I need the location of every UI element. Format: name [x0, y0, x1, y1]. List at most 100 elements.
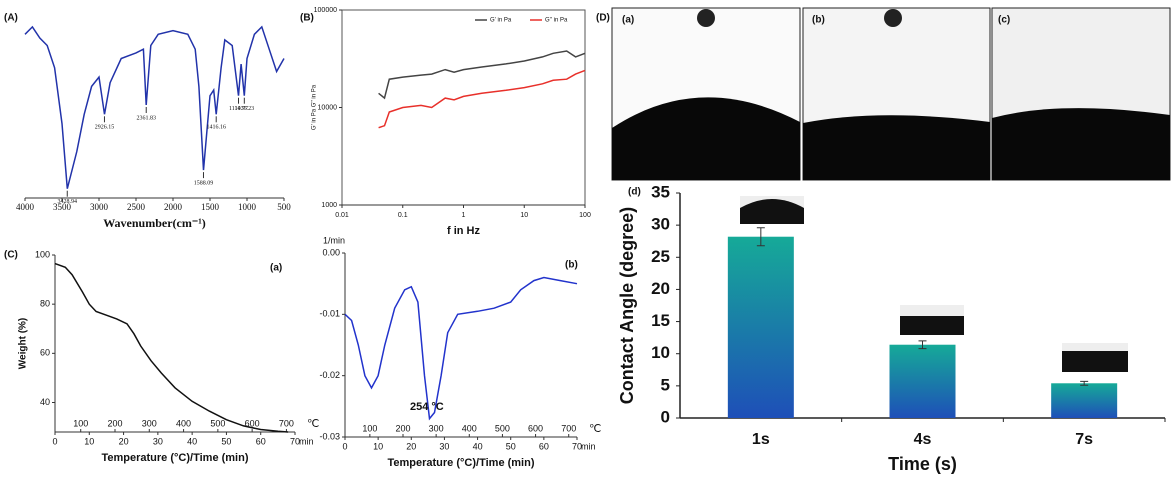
- bar: [1051, 383, 1118, 418]
- error-bar: [756, 227, 765, 247]
- x-tick-label: 10: [373, 441, 383, 451]
- photo-label: (b): [812, 15, 825, 26]
- inset-drop: [740, 199, 804, 224]
- x2-tick-label: 100: [362, 423, 377, 433]
- x-tick-label: 60: [539, 441, 549, 451]
- x-tick-label: 20: [119, 436, 129, 446]
- needle-drop: [884, 9, 902, 27]
- x-axis-label: Temperature (°C)/Time (min): [387, 457, 534, 469]
- x-axis-label: Time (s): [888, 454, 957, 474]
- x2-tick-label: 100: [73, 418, 88, 428]
- x-tick-label: 60: [256, 436, 266, 446]
- x-tick-label: 4000: [16, 202, 35, 212]
- y-tick-label: 0: [661, 407, 670, 426]
- droplet: [803, 115, 990, 180]
- panel-label: (A): [4, 13, 18, 24]
- data-line: [378, 69, 586, 129]
- y-tick-label: 1000: [321, 202, 337, 209]
- x2-tick-label: 600: [528, 423, 543, 433]
- x-tick-label: 20: [406, 441, 416, 451]
- x-unit: min: [299, 436, 314, 446]
- sub-label: (b): [565, 260, 578, 271]
- panel-label: (D): [596, 13, 610, 24]
- x2-tick-label: 500: [495, 423, 510, 433]
- droplet: [612, 97, 800, 180]
- y-tick-label: 20: [651, 279, 670, 298]
- y-tick-label: -0.01: [319, 309, 340, 319]
- inset-drop: [1062, 351, 1128, 372]
- y-tick-label: -0.02: [319, 370, 340, 380]
- y-tick-label: -0.03: [319, 431, 340, 441]
- y-axis-label: G' in Pa G'' in Pa: [312, 84, 318, 130]
- annotation: 254 °C: [410, 401, 444, 413]
- peak-label: 2361.83: [136, 115, 156, 121]
- peak-label: 1114.77: [229, 106, 248, 112]
- x-tick-label: 30: [439, 441, 449, 451]
- x-tick-label: 0: [52, 436, 57, 446]
- y-tick-label: 15: [651, 311, 670, 330]
- x2-unit: ℃: [307, 418, 319, 430]
- x-tick-label: 1000: [238, 202, 257, 212]
- x-tick-label: 3500: [53, 202, 72, 212]
- data-line: [54, 262, 289, 433]
- x2-tick-label: 300: [429, 423, 444, 433]
- x-axis-label: Temperature (°C)/Time (min): [101, 452, 248, 464]
- needle-drop: [697, 9, 715, 27]
- x-tick-label: 50: [221, 436, 231, 446]
- y-tick-label: 0.00: [322, 247, 340, 257]
- x-tick-label: 1s: [752, 431, 770, 448]
- x2-tick-label: 200: [107, 418, 122, 428]
- x2-tick-label: 400: [462, 423, 477, 433]
- x2-unit: ℃: [589, 423, 601, 435]
- x-tick-label: 2500: [127, 202, 146, 212]
- y-tick-label: 80: [40, 299, 50, 309]
- legend-label: G' in Pa: [490, 18, 512, 24]
- data-line: [344, 276, 578, 421]
- peak-label: 1036.23: [235, 106, 255, 112]
- x-axis-label: Wavenumber(cm⁻¹): [103, 216, 206, 230]
- x-tick-label: 0.01: [335, 212, 349, 219]
- x-tick-label: 100: [579, 212, 591, 219]
- bar: [889, 344, 956, 418]
- photo-label: (a): [622, 15, 634, 26]
- x-tick-label: 500: [277, 202, 291, 212]
- droplet: [992, 108, 1170, 180]
- x-tick-label: 7s: [1075, 431, 1093, 448]
- x2-tick-label: 700: [279, 418, 294, 428]
- y-axis-label: 1/min: [323, 235, 345, 245]
- peak-label: 1588.09: [194, 180, 214, 186]
- inset-drop: [900, 316, 964, 335]
- data-line: [378, 50, 586, 100]
- x-tick-label: 3000: [90, 202, 109, 212]
- sub-label: (d): [628, 187, 641, 198]
- x-tick-label: 4s: [914, 431, 932, 448]
- error-bar: [1080, 380, 1089, 386]
- photos: [611, 7, 1171, 372]
- plot-frame: [341, 9, 586, 206]
- y-tick-label: 100: [35, 249, 50, 259]
- peak-label: 3428.94: [58, 199, 78, 205]
- y-tick-label: 30: [651, 215, 670, 234]
- y-tick-label: 40: [40, 397, 50, 407]
- y-tick-label: 25: [651, 247, 670, 266]
- x2-tick-label: 300: [142, 418, 157, 428]
- bar: [727, 236, 794, 418]
- x-tick-label: 10: [84, 436, 94, 446]
- x-tick-label: 70: [572, 441, 582, 451]
- peak-label: 1416.16: [206, 125, 226, 131]
- x-unit: min: [581, 441, 596, 451]
- x-tick-label: 0: [342, 441, 347, 451]
- peak-label: 2926.15: [95, 125, 115, 131]
- error-bar: [918, 340, 927, 350]
- x-tick-label: 1: [462, 212, 466, 219]
- x-axis-label: f in Hz: [447, 225, 480, 237]
- x-tick-label: 40: [187, 436, 197, 446]
- x-tick-label: 70: [290, 436, 300, 446]
- data-line: [24, 25, 285, 189]
- y-axis-label: Weight (%): [18, 318, 29, 369]
- x2-tick-label: 200: [395, 423, 410, 433]
- panel-label: (B): [300, 13, 314, 24]
- legend-label: G'' in Pa: [545, 18, 568, 24]
- y-tick-label: 10: [651, 343, 670, 362]
